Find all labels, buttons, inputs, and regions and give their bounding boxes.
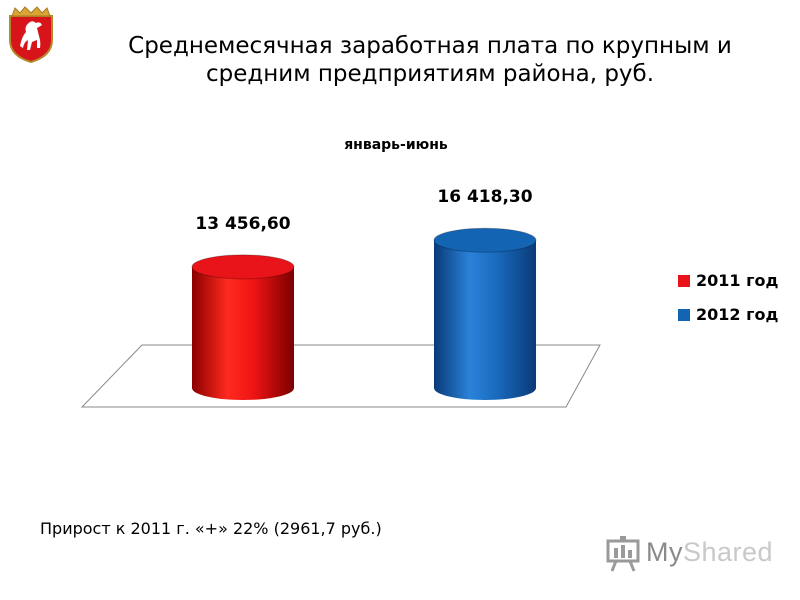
presentation-icon <box>606 536 640 572</box>
legend-item: 2011 год <box>678 271 778 290</box>
data-label: 13 456,60 <box>195 214 290 234</box>
bar-top <box>433 227 537 253</box>
page-title: Среднемесячная заработная плата по крупн… <box>110 32 750 88</box>
legend-swatch <box>678 275 690 287</box>
legend-swatch <box>678 309 690 321</box>
legend-item: 2012 год <box>678 305 778 324</box>
chart-title: январь-июнь <box>344 137 448 153</box>
legend-label: 2012 год <box>696 305 778 324</box>
data-label: 16 418,30 <box>437 187 532 207</box>
watermark-prefix: My <box>646 537 683 567</box>
bar-top <box>191 254 295 280</box>
bar-1: 13 456,60 <box>191 214 295 400</box>
coat-of-arms-icon <box>9 6 53 64</box>
title-line-2: средним предприятиям района, руб. <box>205 61 655 87</box>
title-line-1: Среднемесячная заработная плата по крупн… <box>128 33 732 59</box>
watermark: MyShared <box>606 535 773 575</box>
watermark-text: MyShared <box>646 537 773 568</box>
bar-2: 16 418,30 <box>433 187 537 400</box>
watermark-suffix: Shared <box>683 537 774 567</box>
bar-body <box>192 266 294 400</box>
growth-footnote: Прирост к 2011 г. «+» 22% (2961,7 руб.) <box>40 519 382 538</box>
legend-label: 2011 год <box>696 271 778 290</box>
bar-body <box>434 240 536 400</box>
chart-legend: 2011 год 2012 год <box>678 271 778 324</box>
